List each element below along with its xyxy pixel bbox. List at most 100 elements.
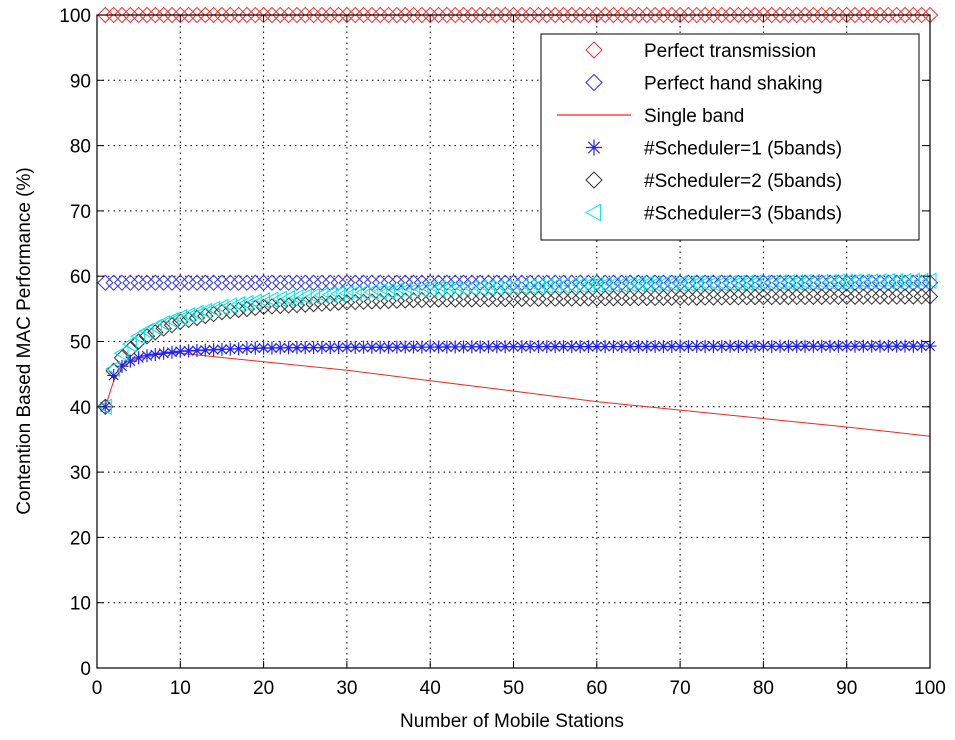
legend-symbol: [585, 171, 603, 189]
data-point: [663, 289, 680, 307]
legend-symbol: [586, 139, 602, 156]
data-point: [873, 339, 887, 353]
data-point: [421, 274, 439, 291]
data-point: [507, 340, 520, 354]
data-point: [430, 274, 447, 291]
data-point: [388, 282, 404, 300]
data-point: [904, 272, 920, 290]
data-point: [96, 398, 112, 416]
data-point: [573, 340, 587, 354]
data-point: [380, 6, 397, 24]
data-point: [163, 274, 181, 291]
data-point: [680, 6, 697, 24]
data-point: [779, 274, 795, 291]
data-point: [713, 6, 730, 24]
y-tick-label: 60: [70, 267, 91, 288]
data-point: [213, 298, 229, 316]
data-point: [715, 339, 729, 353]
data-point: [432, 340, 446, 354]
data-point: [197, 274, 214, 291]
data-point: [648, 340, 662, 354]
data-point: [240, 342, 254, 356]
data-point: [305, 287, 321, 305]
data-point: [347, 6, 364, 24]
data-point: [913, 6, 930, 24]
legend-label: Single band: [644, 106, 744, 127]
x-tick-label: 50: [503, 678, 524, 699]
data-point: [598, 340, 612, 354]
series-5: [97, 288, 939, 416]
data-point: [755, 6, 772, 24]
data-point: [355, 284, 371, 301]
data-point: [681, 339, 695, 353]
data-point: [763, 274, 779, 291]
data-point: [815, 339, 829, 353]
data-point: [413, 274, 431, 291]
legend-label: #Scheduler=3 (5bands): [644, 204, 842, 225]
data-point: [205, 300, 221, 318]
data-point: [831, 339, 845, 353]
data-point: [138, 328, 156, 345]
data-point: [413, 291, 431, 309]
data-point: [863, 288, 880, 305]
data-point: [288, 296, 306, 314]
data-point: [138, 6, 156, 24]
legend-label: #Scheduler=1 (5bands): [644, 139, 842, 160]
data-point: [205, 305, 222, 323]
x-tick-label: 80: [753, 678, 774, 699]
data-point: [363, 283, 379, 301]
legend-label: #Scheduler=2 (5bands): [644, 171, 842, 192]
legend-symbol: [585, 41, 603, 59]
data-point: [730, 6, 747, 24]
data-point: [296, 288, 312, 306]
data-point: [538, 6, 556, 24]
data-point: [172, 274, 189, 291]
data-point: [180, 6, 197, 24]
data-point: [380, 274, 397, 291]
x-tick-label: 90: [836, 678, 857, 699]
data-point: [829, 273, 845, 291]
data-point: [480, 6, 497, 24]
data-point: [780, 288, 797, 306]
data-point: [446, 291, 464, 308]
data-point: [796, 288, 814, 306]
legend-marker: [586, 139, 602, 156]
data-point: [138, 274, 156, 291]
data-point: [746, 274, 762, 292]
data-point: [880, 6, 897, 24]
data-point: [713, 289, 730, 306]
data-point: [629, 275, 645, 293]
data-point: [388, 274, 406, 291]
data-point: [840, 339, 854, 353]
y-tick-label: 10: [70, 594, 91, 615]
data-point: [488, 290, 506, 308]
data-point: [421, 280, 437, 298]
data-point: [856, 339, 870, 353]
data-point: [430, 6, 447, 24]
data-point: [482, 340, 496, 354]
data-point: [363, 274, 381, 291]
data-point: [122, 274, 139, 291]
data-point: [521, 278, 537, 295]
data-point: [430, 291, 447, 308]
data-point: [338, 274, 356, 291]
data-point: [372, 6, 389, 24]
data-point: [571, 276, 587, 294]
data-point: [97, 398, 114, 416]
data-point: [455, 6, 472, 24]
y-tick-label: 30: [70, 463, 91, 484]
data-point: [372, 274, 389, 291]
data-point: [663, 6, 680, 24]
data-point: [505, 6, 522, 24]
data-point: [579, 276, 595, 294]
y-tick-label: 40: [70, 398, 91, 419]
data-point: [513, 278, 529, 296]
data-point: [421, 6, 439, 24]
data-point: [140, 349, 154, 363]
data-point: [471, 291, 489, 308]
data-point: [98, 400, 112, 414]
data-point: [846, 288, 864, 305]
data-point: [554, 277, 570, 294]
data-point: [97, 6, 114, 24]
data-point: [588, 6, 606, 24]
